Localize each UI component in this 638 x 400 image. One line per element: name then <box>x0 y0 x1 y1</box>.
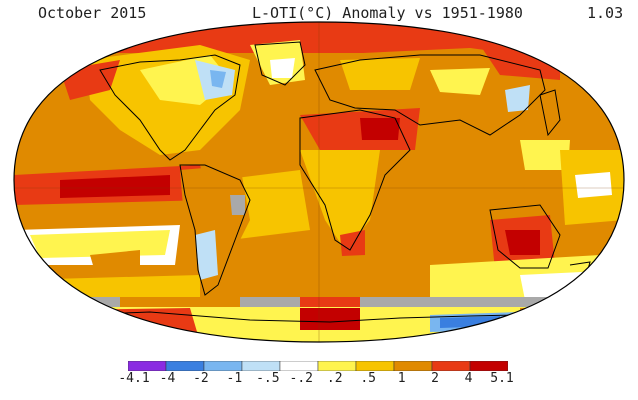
scale-bin-1 <box>165 361 205 371</box>
scale-tick-label: 2 <box>431 371 439 386</box>
scale-tick-label: 4 <box>464 371 473 386</box>
scale-tick-label: -1 <box>226 371 243 386</box>
scale-bin-8 <box>431 361 471 371</box>
scale-tick-label: -2 <box>193 371 209 386</box>
scale-tick-label: 5.1 <box>490 371 514 386</box>
scale-tick-label: 1 <box>397 371 406 386</box>
global-mean-anomaly: 1.03 <box>587 4 624 22</box>
scale-tick-label: .5 <box>360 371 376 386</box>
scale-bin-7 <box>393 361 433 371</box>
map-title: L-OTI(°C) Anomaly vs 1951-1980 <box>252 4 523 22</box>
scale-bin-5 <box>317 361 357 371</box>
scale-tick-label: -4 <box>159 371 176 386</box>
scale-bin-9 <box>469 361 508 371</box>
scale-bin-0 <box>128 361 167 371</box>
scale-tick-label: -.5 <box>256 371 280 386</box>
scale-tick-label: .2 <box>326 371 343 386</box>
scale-bin-2 <box>203 361 243 371</box>
scale-bin-6 <box>355 361 395 371</box>
scale-bin-4 <box>279 361 319 371</box>
scale-tick-label: -.2 <box>289 371 314 386</box>
map-date-label: October 2015 <box>38 4 147 22</box>
scale-bin-3 <box>241 361 281 371</box>
color-scale-bar <box>128 361 508 371</box>
scale-tick-label: -4.1 <box>118 371 150 386</box>
